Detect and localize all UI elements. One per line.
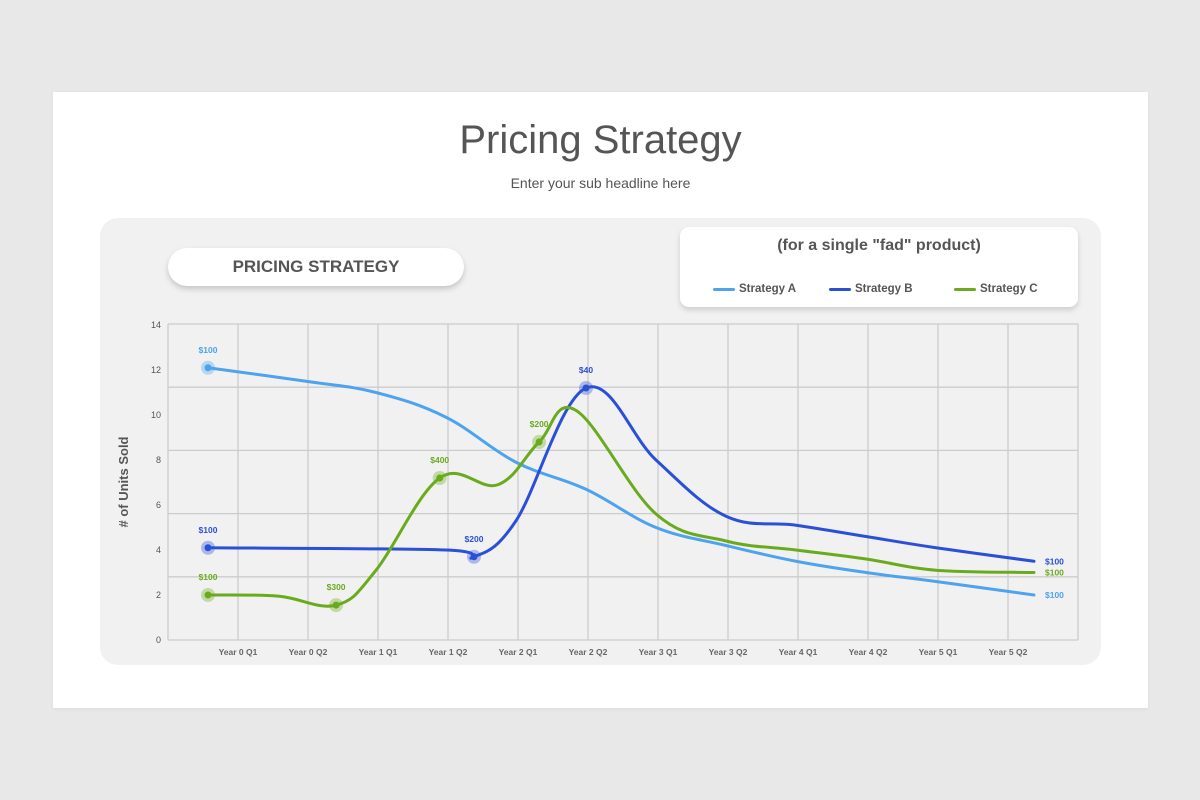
legend: Strategy A Strategy B Strategy C xyxy=(680,283,1078,299)
svg-text:12: 12 xyxy=(151,365,161,375)
svg-text:Year 1 Q2: Year 1 Q2 xyxy=(429,647,468,657)
legend-label: Strategy C xyxy=(980,283,1038,295)
y-axis-ticks: 0 2 4 6 8 10 12 14 xyxy=(151,320,161,645)
svg-text:Year 0 Q2: Year 0 Q2 xyxy=(289,647,328,657)
data-label: $40 xyxy=(579,365,593,375)
slide-title: Pricing Strategy xyxy=(459,118,742,162)
svg-text:4: 4 xyxy=(156,545,161,555)
data-label: $200 xyxy=(465,534,484,544)
legend-swatch-icon xyxy=(713,287,735,291)
data-point-marker xyxy=(436,474,444,482)
y-axis-label: # of Units Sold xyxy=(116,436,131,527)
svg-text:Year 2 Q1: Year 2 Q1 xyxy=(499,647,538,657)
legend-title: (for a single "fad" product) xyxy=(777,237,981,254)
svg-text:Year 4 Q2: Year 4 Q2 xyxy=(849,647,888,657)
svg-text:Year 5 Q1: Year 5 Q1 xyxy=(919,647,958,657)
chart-panel: PRICING STRATEGY (for a single "fad" pro… xyxy=(100,218,1101,665)
data-point-marker xyxy=(204,591,212,599)
legend-label: Strategy A xyxy=(739,283,797,295)
svg-text:Year 3 Q1: Year 3 Q1 xyxy=(639,647,678,657)
data-point-marker xyxy=(535,438,543,446)
data-label: $100 xyxy=(1045,556,1064,566)
slide-subtitle: Enter your sub headline here xyxy=(510,175,691,191)
svg-text:Year 0 Q1: Year 0 Q1 xyxy=(219,647,258,657)
svg-text:Year 1 Q1: Year 1 Q1 xyxy=(359,647,398,657)
chart-grid xyxy=(167,323,1079,641)
data-label: $300 xyxy=(327,582,346,592)
chart-title-pill: PRICING STRATEGY xyxy=(168,248,464,286)
series-strategy-a: $100 $100 xyxy=(199,345,1065,600)
data-label: $100 xyxy=(1045,568,1064,578)
legend-label: Strategy B xyxy=(855,283,913,295)
series-strategy-c: $100 $300 $400 $200 $100 xyxy=(199,406,1064,613)
data-label: $100 xyxy=(199,525,218,535)
slide: Pricing Strategy Enter your sub headline… xyxy=(53,92,1148,708)
svg-text:6: 6 xyxy=(156,500,161,510)
legend-item-strategy-b: Strategy B xyxy=(829,283,913,295)
legend-box: (for a single "fad" product) Strategy A … xyxy=(680,227,1078,307)
svg-text:Year 3 Q2: Year 3 Q2 xyxy=(709,647,748,657)
legend-swatch-icon xyxy=(829,287,851,291)
data-label: $100 xyxy=(199,345,218,355)
data-label: $100 xyxy=(1045,590,1064,600)
svg-text:Year 4 Q1: Year 4 Q1 xyxy=(779,647,818,657)
legend-item-strategy-a: Strategy A xyxy=(713,283,796,295)
x-axis-ticks: Year 0 Q1 Year 0 Q2 Year 1 Q1 Year 1 Q2 Year… xyxy=(219,647,1028,657)
data-label: $100 xyxy=(199,572,218,582)
data-point-marker xyxy=(470,553,478,561)
data-label: $400 xyxy=(430,455,449,465)
svg-text:Year 2 Q2: Year 2 Q2 xyxy=(569,647,608,657)
svg-text:14: 14 xyxy=(151,320,161,330)
svg-text:0: 0 xyxy=(156,635,161,645)
svg-text:8: 8 xyxy=(156,455,161,465)
svg-text:Year 5 Q2: Year 5 Q2 xyxy=(989,647,1028,657)
data-point-marker xyxy=(582,384,590,392)
svg-text:2: 2 xyxy=(156,590,161,600)
data-point-marker xyxy=(204,364,212,372)
legend-item-strategy-c: Strategy C xyxy=(954,283,1038,295)
svg-text:10: 10 xyxy=(151,410,161,420)
legend-swatch-icon xyxy=(954,287,976,291)
data-label: $200 xyxy=(530,419,549,429)
series-strategy-b: $100 $200 $40 $100 xyxy=(199,365,1065,566)
data-point-marker xyxy=(204,544,212,552)
data-point-marker xyxy=(332,601,340,609)
